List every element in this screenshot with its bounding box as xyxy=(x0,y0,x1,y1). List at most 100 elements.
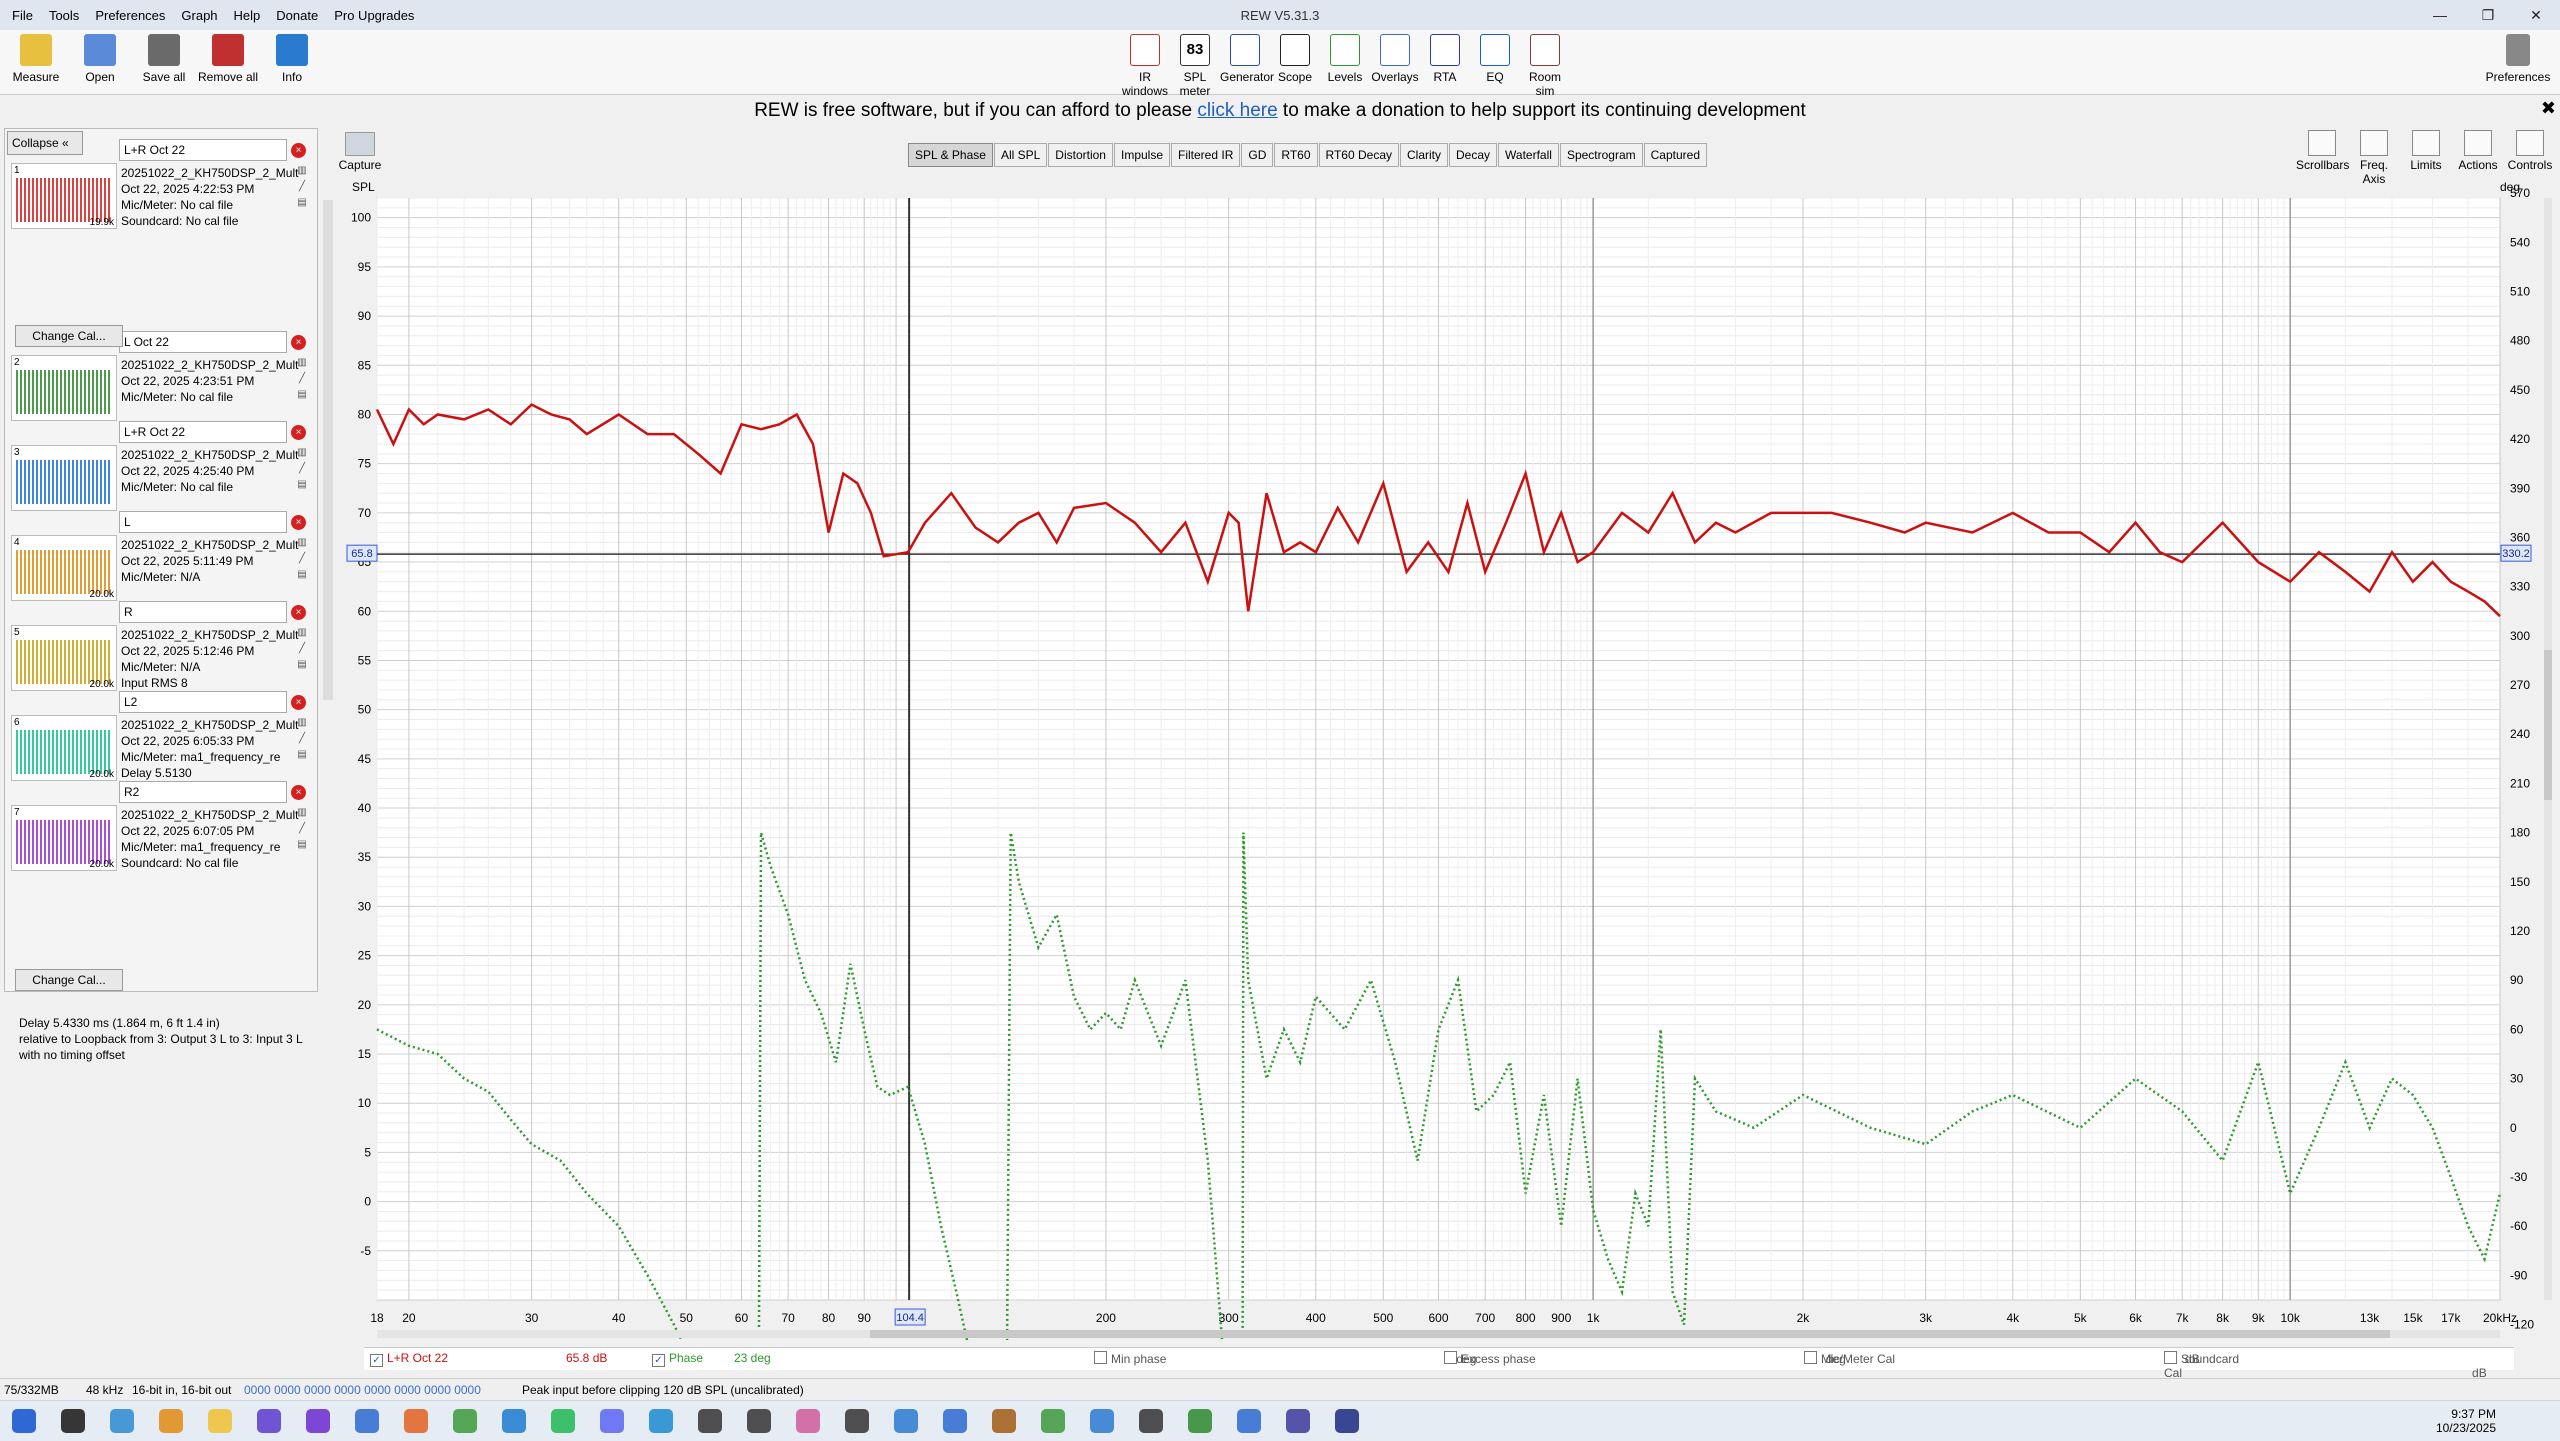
overlays-button[interactable]: Overlays xyxy=(1370,34,1420,84)
file-icon[interactable]: ▤ xyxy=(297,749,307,760)
menu-tools[interactable]: Tools xyxy=(48,7,80,23)
save-all-button[interactable]: Save all xyxy=(130,34,198,84)
taskbar-app-icon[interactable] xyxy=(355,1409,379,1433)
taskbar-app-icon[interactable] xyxy=(1335,1409,1359,1433)
taskbar-app-icon[interactable] xyxy=(649,1409,673,1433)
remove-measurement-icon[interactable]: × xyxy=(291,515,306,530)
measurement-item[interactable]: 2 L Oct 22 × 20251022_2_KH750DSP_2_Mult Oct … xyxy=(5,329,317,421)
spl-phase-graph[interactable]: 1009590858075706560555045403530252015105… xyxy=(0,0,2560,1340)
legend-item[interactable]: ✓ Phase xyxy=(652,1351,703,1367)
menu-help[interactable]: Help xyxy=(233,7,261,23)
legend-item[interactable]: Soundcard Cal dB xyxy=(2164,1351,2487,1380)
h-scrollbar-thumb[interactable] xyxy=(870,1330,2390,1338)
pen-icon[interactable]: ╱ xyxy=(298,823,306,834)
measurement-item[interactable]: 7 20.0k R2 × 20251022_2_KH750DSP_2_Mult Oct 2… xyxy=(5,779,317,871)
legend-item[interactable]: 23 deg xyxy=(734,1351,771,1365)
legend-item[interactable]: Min phase deg xyxy=(1094,1351,1476,1366)
menu-donate[interactable]: Donate xyxy=(276,7,319,23)
taskbar-app-icon[interactable] xyxy=(1139,1409,1163,1433)
minimize-icon[interactable]: — xyxy=(2433,7,2447,23)
collapse-button[interactable]: Collapse « xyxy=(7,131,83,155)
taskbar-app-icon[interactable] xyxy=(110,1409,134,1433)
tab-rt60-decay[interactable]: RT60 Decay xyxy=(1318,143,1399,167)
levels-button[interactable]: Levels xyxy=(1320,34,1370,84)
checked-box-icon[interactable]: ✓ xyxy=(370,1354,383,1367)
measurement-thumbnail[interactable]: 1 19.9k xyxy=(11,163,117,229)
measurement-name-field[interactable]: L xyxy=(119,511,287,533)
legend-item[interactable]: 65.8 dB xyxy=(566,1351,608,1365)
taskbar-app-icon[interactable] xyxy=(257,1409,281,1433)
generator-button[interactable]: Generator xyxy=(1220,34,1274,84)
taskbar-app-icon[interactable] xyxy=(600,1409,624,1433)
legend-item[interactable]: Excess phase deg xyxy=(1444,1351,1846,1366)
file-icon[interactable]: ▤ xyxy=(297,197,307,208)
measurement-name-field[interactable]: L2 xyxy=(119,691,287,713)
file-icon[interactable]: ▤ xyxy=(297,569,307,580)
tab-waterfall[interactable]: Waterfall xyxy=(1498,143,1559,167)
chart-icon[interactable]: ▥ xyxy=(297,717,307,728)
chart-icon[interactable]: ▥ xyxy=(297,537,307,548)
chart-icon[interactable]: ▥ xyxy=(297,627,307,638)
chart-icon[interactable]: ▥ xyxy=(297,165,307,176)
remove-measurement-icon[interactable]: × xyxy=(291,335,306,350)
taskbar-app-icon[interactable] xyxy=(943,1409,967,1433)
tab-gd[interactable]: GD xyxy=(1241,143,1274,167)
taskbar-app-icon[interactable] xyxy=(12,1409,36,1433)
measurement-name-field[interactable]: L+R Oct 22 xyxy=(119,139,287,161)
capture-button[interactable]: Capture xyxy=(336,132,384,172)
chart-icon[interactable]: ▥ xyxy=(297,807,307,818)
remove-measurement-icon[interactable]: × xyxy=(291,785,306,800)
room-sim-button[interactable]: Room sim xyxy=(1520,34,1570,98)
tab-spectrogram[interactable]: Spectrogram xyxy=(1559,143,1643,167)
tab-decay[interactable]: Decay xyxy=(1449,143,1498,167)
limits-button[interactable]: Limits xyxy=(2400,130,2452,186)
taskbar-app-icon[interactable] xyxy=(551,1409,575,1433)
measurement-name-field[interactable]: L+R Oct 22 xyxy=(119,421,287,443)
menu-graph[interactable]: Graph xyxy=(181,7,218,23)
ir-windows-button[interactable]: IR windows xyxy=(1120,34,1170,98)
scope-button[interactable]: Scope xyxy=(1270,34,1320,84)
pen-icon[interactable]: ╱ xyxy=(298,373,306,384)
measurement-item[interactable]: 5 20.0k R × 20251022_2_KH750DSP_2_Mult Oct 22… xyxy=(5,599,317,691)
open-button[interactable]: Open xyxy=(66,34,134,84)
taskbar-app-icon[interactable] xyxy=(992,1409,1016,1433)
rta-button[interactable]: RTA xyxy=(1420,34,1470,84)
tab-filtered-ir[interactable]: Filtered IR xyxy=(1171,143,1241,167)
taskbar-app-icon[interactable] xyxy=(1188,1409,1212,1433)
tab-all-spl[interactable]: All SPL xyxy=(993,143,1048,167)
unchecked-box-icon[interactable] xyxy=(1094,1351,1107,1364)
measurement-name-field[interactable]: R2 xyxy=(119,781,287,803)
pen-icon[interactable]: ╱ xyxy=(298,553,306,564)
panel-scrollbar[interactable] xyxy=(323,200,333,700)
change-cal-button[interactable]: Change Cal... xyxy=(15,325,123,347)
taskbar-app-icon[interactable] xyxy=(698,1409,722,1433)
measurement-thumbnail[interactable]: 6 20.0k xyxy=(11,715,117,781)
scrollbars-button[interactable]: Scrollbars xyxy=(2296,130,2349,186)
tab-clarity[interactable]: Clarity xyxy=(1400,143,1449,167)
tab-impulse[interactable]: Impulse xyxy=(1113,143,1171,167)
taskbar-app-icon[interactable] xyxy=(306,1409,330,1433)
taskbar-app-icon[interactable] xyxy=(894,1409,918,1433)
eq-button[interactable]: EQ xyxy=(1470,34,1520,84)
taskbar-app-icon[interactable] xyxy=(208,1409,232,1433)
pen-icon[interactable]: ╱ xyxy=(298,181,306,192)
measurement-thumbnail[interactable]: 5 20.0k xyxy=(11,625,117,691)
taskbar-app-icon[interactable] xyxy=(61,1409,85,1433)
file-icon[interactable]: ▤ xyxy=(297,839,307,850)
measurement-item[interactable]: 3 L+R Oct 22 × 20251022_2_KH750DSP_2_Mult Oc… xyxy=(5,419,317,511)
taskbar-app-icon[interactable] xyxy=(453,1409,477,1433)
measurement-thumbnail[interactable]: 2 xyxy=(11,355,117,421)
restore-icon[interactable]: ❐ xyxy=(2481,7,2495,23)
measure-button[interactable]: Measure xyxy=(2,34,70,84)
remove-all-button[interactable]: Remove all xyxy=(194,34,262,84)
checked-box-icon[interactable]: ✓ xyxy=(652,1354,665,1367)
remove-measurement-icon[interactable]: × xyxy=(291,425,306,440)
menu-pro-upgrades[interactable]: Pro Upgrades xyxy=(334,7,415,23)
actions-button[interactable]: Actions xyxy=(2452,130,2504,186)
v-scrollbar-thumb[interactable] xyxy=(2544,650,2552,800)
taskbar-app-icon[interactable] xyxy=(796,1409,820,1433)
taskbar-app-icon[interactable] xyxy=(1286,1409,1310,1433)
taskbar-app-icon[interactable] xyxy=(502,1409,526,1433)
info-button[interactable]: Info xyxy=(258,34,326,84)
taskbar-app-icon[interactable] xyxy=(747,1409,771,1433)
